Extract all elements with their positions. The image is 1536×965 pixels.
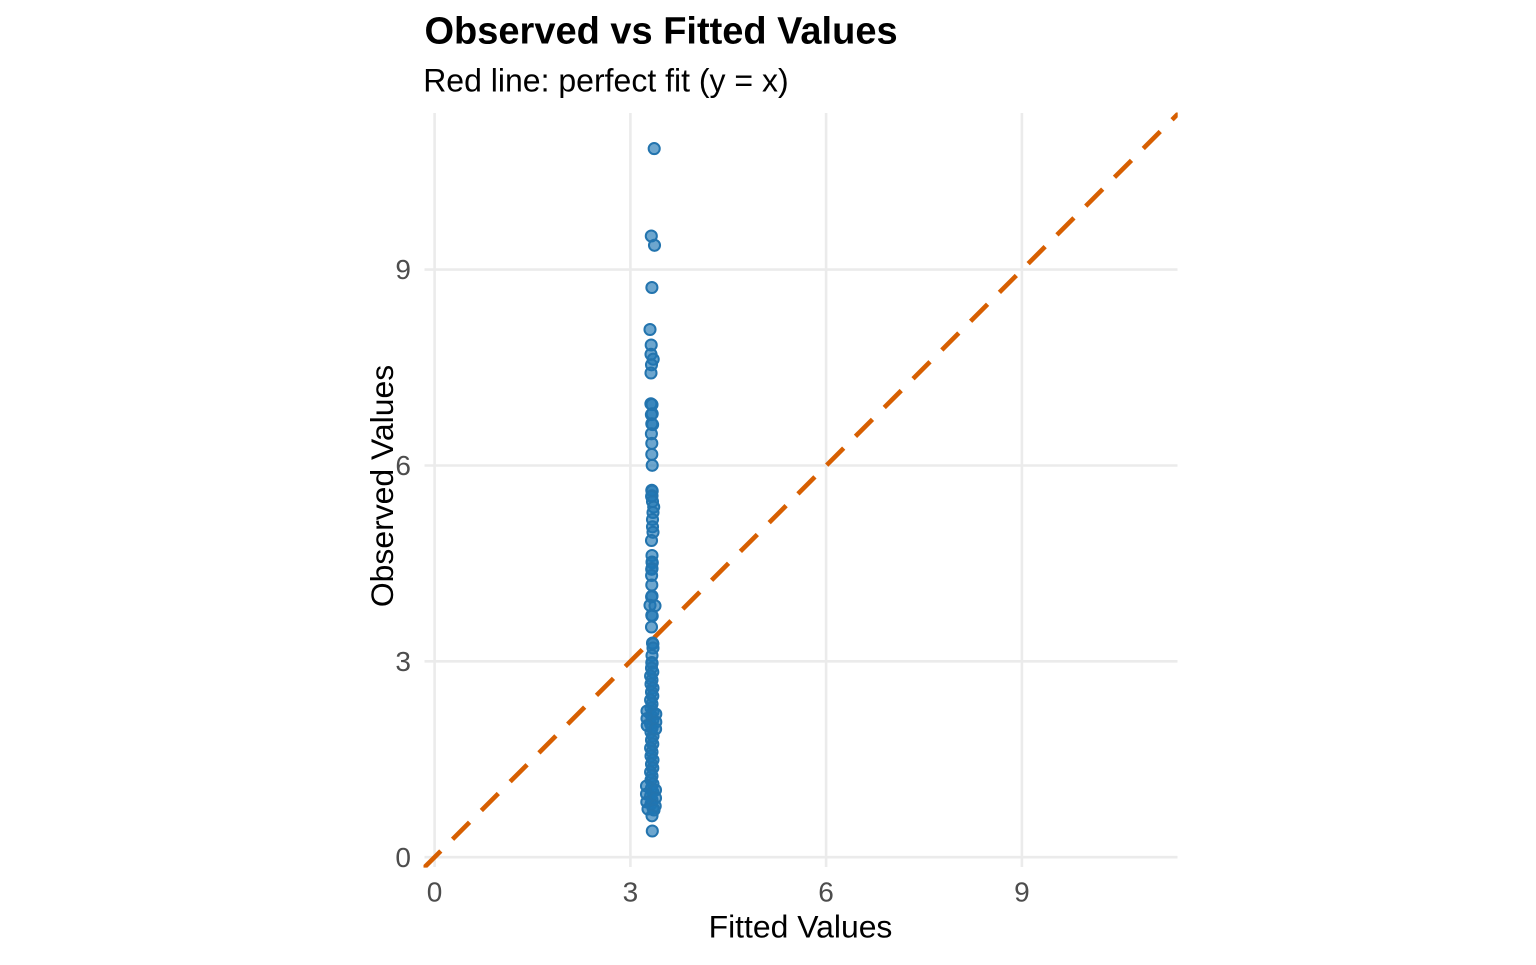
svg-text:6: 6 — [818, 877, 834, 908]
svg-text:Observed vs Fitted Values: Observed vs Fitted Values — [425, 11, 898, 53]
svg-text:Fitted Values: Fitted Values — [709, 909, 893, 945]
svg-text:9: 9 — [1014, 877, 1030, 908]
svg-text:Red line: perfect fit (y = x): Red line: perfect fit (y = x) — [423, 63, 788, 99]
svg-text:0: 0 — [395, 842, 411, 873]
svg-text:3: 3 — [395, 646, 411, 677]
svg-text:Observed Values: Observed Values — [364, 365, 400, 607]
svg-text:0: 0 — [427, 877, 443, 908]
svg-text:3: 3 — [623, 877, 639, 908]
svg-text:6: 6 — [395, 450, 411, 481]
svg-text:9: 9 — [395, 254, 411, 285]
